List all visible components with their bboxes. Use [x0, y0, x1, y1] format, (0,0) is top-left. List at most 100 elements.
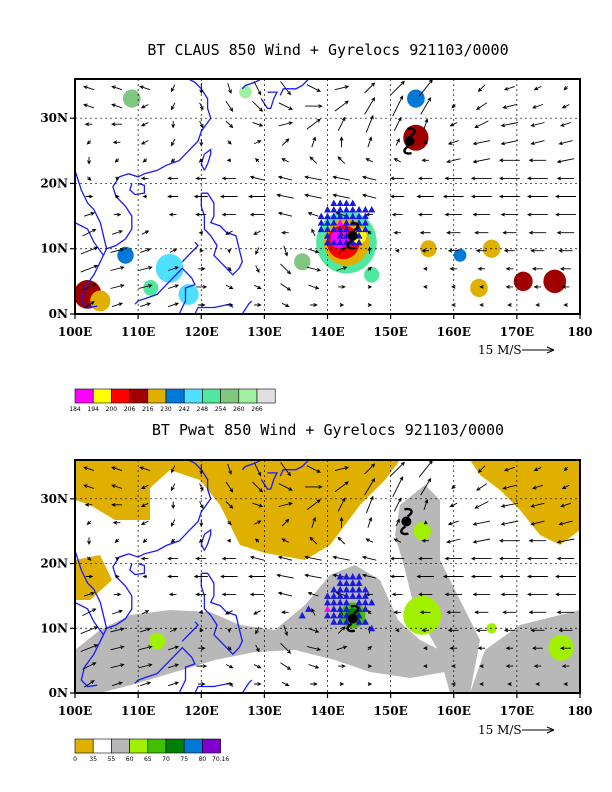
wind-vector — [311, 516, 317, 528]
wind-vector — [502, 610, 517, 615]
gyre-triangle-34 — [361, 605, 369, 612]
colorbar-label: 65 — [144, 756, 152, 763]
wind-vector — [334, 481, 349, 493]
colorbar-label: 70.16 — [212, 756, 229, 763]
gyre-triangle-34 — [361, 225, 369, 233]
gyre-triangle-12 — [355, 585, 363, 593]
wind-vector — [505, 266, 514, 271]
gyre-triangle-18 — [349, 592, 357, 599]
wind-vector — [281, 302, 290, 308]
x-tick-label: 110E — [121, 325, 155, 339]
wind-vector — [253, 140, 262, 145]
coastline-segment-1 — [75, 601, 104, 636]
gyre-triangle-13 — [324, 212, 331, 220]
wind-vector — [84, 502, 93, 507]
wind-vector — [367, 246, 372, 254]
y-tick-label: 0N — [49, 307, 68, 321]
wind-vector — [167, 574, 179, 579]
wind-vector — [138, 645, 153, 651]
wind-vector — [252, 481, 264, 493]
gyre-triangle-10 — [361, 206, 369, 213]
gyre-triangle-32 — [342, 225, 350, 233]
gyre-location-0 — [346, 604, 360, 633]
wind-vector — [498, 538, 520, 543]
wind-vector — [336, 645, 348, 651]
colorbar-label: 70 — [162, 756, 170, 763]
wind-vector — [451, 664, 456, 669]
wind-vector — [334, 85, 350, 91]
gyre-triangle-36 — [330, 232, 338, 239]
wind-vector — [249, 592, 264, 597]
wind-vector — [306, 84, 322, 92]
gyre-triangle-37 — [336, 232, 344, 239]
wind-vector — [225, 284, 234, 289]
wind-vector — [309, 156, 318, 164]
panel-1-cell-3 — [403, 595, 442, 635]
gyre-triangle-29 — [324, 225, 331, 233]
wind-vector — [113, 592, 122, 597]
colorbar-label: 242 — [178, 406, 190, 413]
wind-vector — [476, 102, 488, 110]
wind-vector — [225, 610, 233, 615]
coastline-segment-7 — [134, 646, 196, 693]
wind-vector — [87, 537, 92, 546]
wind-vector — [472, 158, 491, 164]
wind-vector — [451, 682, 456, 687]
coastline-segment-4 — [200, 528, 212, 551]
wind-vector — [80, 626, 99, 635]
gyre-triangle-28 — [305, 605, 313, 612]
wind-vector — [306, 118, 321, 130]
gyre-triangle-30 — [330, 225, 338, 233]
wind-vector — [477, 84, 486, 93]
x-tick-label: 160E — [437, 704, 471, 718]
wind-vector — [390, 80, 405, 95]
panel-0-cell-3 — [155, 253, 184, 283]
colorbar-swatch-0 — [74, 738, 94, 754]
wind-vector — [418, 212, 433, 217]
x-tick-label: 120E — [184, 704, 218, 718]
x-tick-label: 170E — [500, 325, 534, 339]
wind-vector — [526, 574, 548, 579]
wind-vector — [198, 538, 204, 544]
coastline-segment-10 — [241, 460, 262, 471]
wind-vector — [170, 538, 176, 544]
gyre-triangle-9 — [336, 585, 344, 593]
wind-vector — [477, 646, 486, 651]
colorbar-swatch-10 — [256, 388, 276, 404]
panel-pwat-title: BT Pwat 850 Wind + Gyrelocs 921103/0000 — [152, 421, 504, 439]
panel-0-cell-20 — [294, 253, 311, 271]
wind-vector — [338, 664, 346, 669]
wind-vector — [470, 194, 492, 199]
panel-claus-y-ticks: 0N 10N 20N 30N — [40, 111, 75, 321]
wind-vector — [507, 302, 512, 307]
wind-vector — [308, 628, 320, 633]
wind-vector — [167, 556, 179, 561]
wind-vector — [507, 682, 512, 687]
wind-vector — [362, 555, 377, 561]
wind-vector — [253, 230, 261, 235]
wind-vector — [556, 158, 575, 164]
panel-claus: BT CLAUS 850 Wind + Gyrelocs 921103/0000… — [40, 41, 592, 413]
gyre-triangle-15 — [336, 212, 344, 220]
wind-vector — [305, 104, 323, 109]
gyre-triangle-21 — [324, 219, 331, 226]
panel-claus-gyre-triangles — [317, 199, 376, 246]
x-tick-label: 180 — [567, 704, 592, 718]
wind-vector — [276, 193, 294, 199]
wind-vector — [558, 628, 573, 633]
colorbar-label: 184 — [69, 406, 81, 413]
wind-vector — [221, 556, 236, 561]
panel-claus-gyre-symbols — [346, 127, 416, 250]
wind-vector — [394, 628, 400, 633]
wind-vector — [83, 85, 95, 91]
wind-vector — [416, 194, 434, 199]
x-tick-label: 150E — [374, 325, 408, 339]
wind-vector — [500, 140, 519, 146]
wind-vector — [167, 176, 179, 181]
colorbar-label: 80 — [199, 756, 207, 763]
wind-vector — [140, 681, 152, 687]
wind-vector — [87, 556, 92, 561]
pwat-dry-region-northwest — [75, 460, 400, 560]
panel-pwat-reference-arrow-head — [546, 726, 555, 734]
wind-vector — [393, 230, 401, 235]
